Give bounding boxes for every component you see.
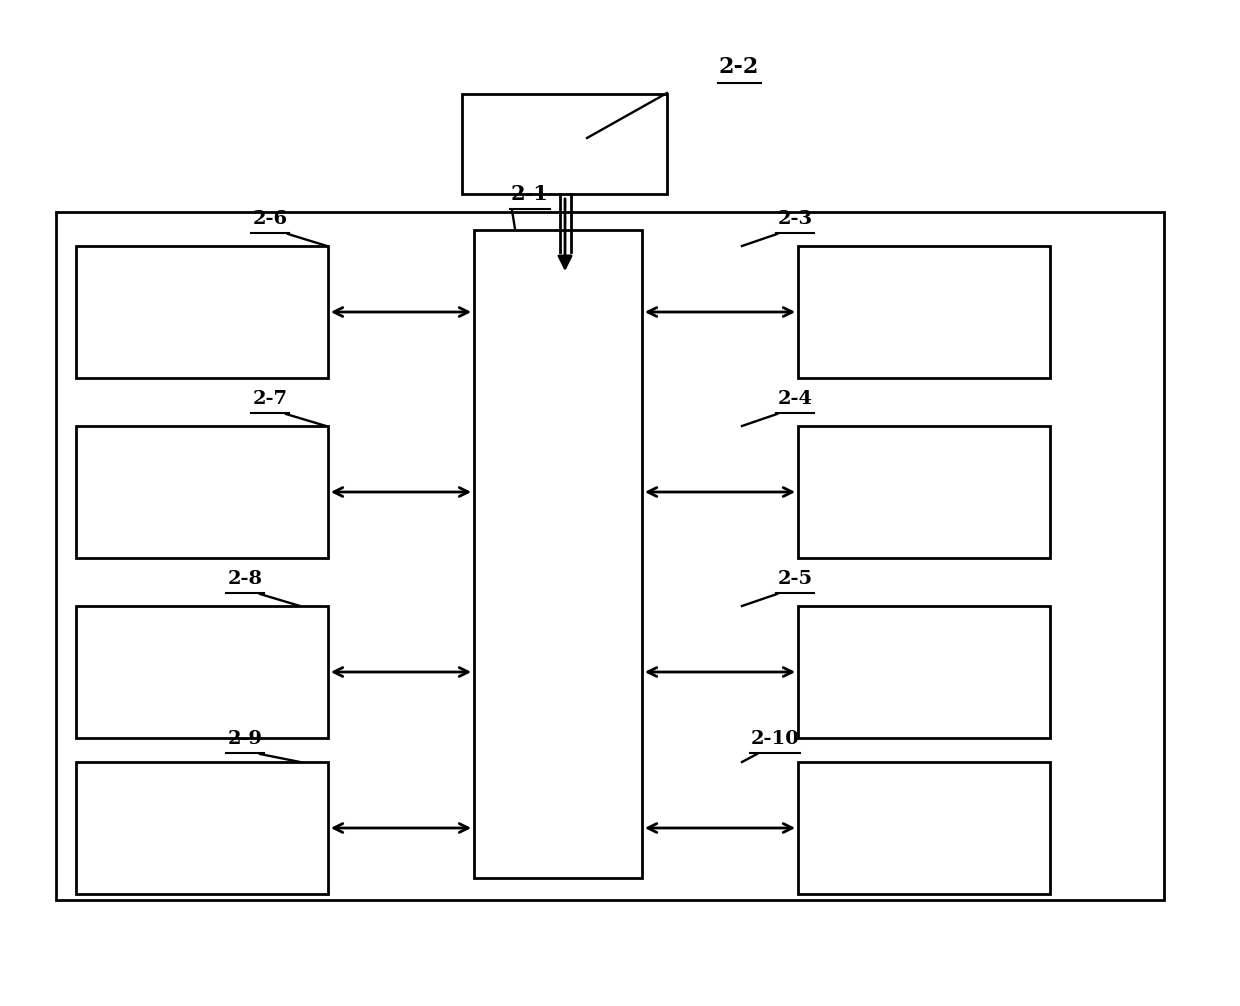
Bar (799, 606, 1050, 738)
Bar (474, 230, 642, 878)
Text: 2-4: 2-4 (777, 390, 812, 408)
Text: 2-9: 2-9 (227, 730, 263, 748)
Text: 2-8: 2-8 (227, 570, 263, 588)
Bar (76, 246, 329, 378)
Bar (799, 762, 1050, 894)
Text: 2-6: 2-6 (253, 210, 288, 228)
Bar (799, 426, 1050, 558)
Text: 2-3: 2-3 (777, 210, 812, 228)
Text: 2-7: 2-7 (253, 390, 288, 408)
Bar (76, 426, 329, 558)
Bar (463, 94, 667, 194)
Bar (76, 762, 329, 894)
Text: 2-5: 2-5 (777, 570, 812, 588)
FancyArrowPatch shape (559, 199, 572, 269)
Bar (56, 212, 1164, 900)
Bar (799, 246, 1050, 378)
Text: 2-10: 2-10 (750, 730, 800, 748)
Text: 2-2: 2-2 (718, 56, 759, 78)
Bar (76, 606, 329, 738)
Text: 2-1: 2-1 (511, 184, 549, 204)
